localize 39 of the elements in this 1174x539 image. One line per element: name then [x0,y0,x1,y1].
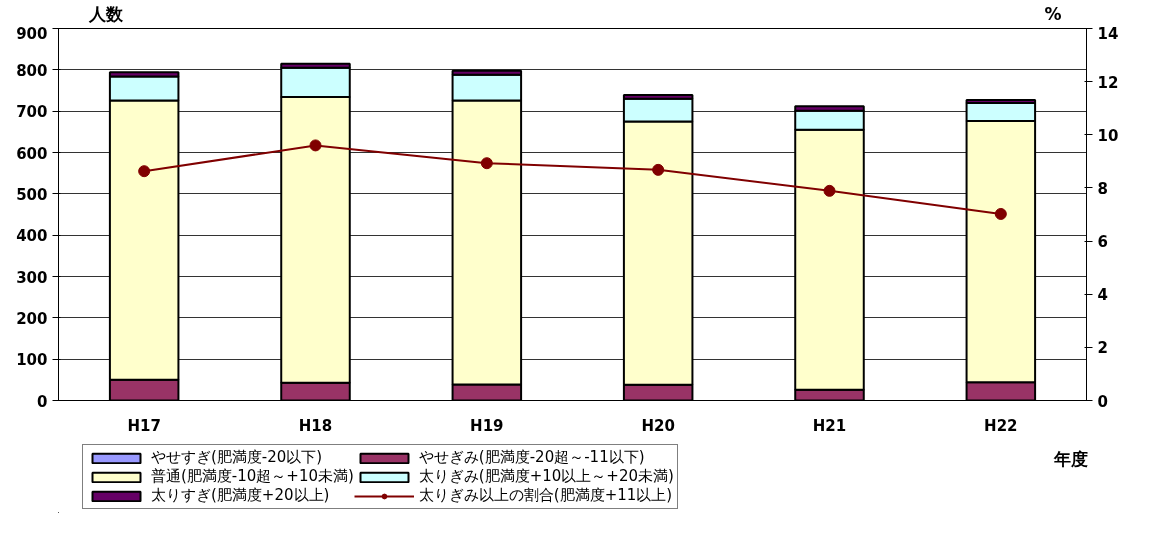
x-tick-label: H22 [984,416,1018,435]
y2-axis-title: % [1044,3,1062,24]
y-tick-label: 600 [16,144,48,163]
y-tick-label: 900 [16,24,48,43]
point [994,207,1007,220]
x-tick-label: H21 [812,416,847,435]
y-tick-label: 200 [16,309,48,328]
x-tick-label: H19 [470,416,504,435]
y2-tick-label: 12 [1097,73,1119,92]
legend-label: 太りぎみ以上の割合(肥満度+11以上) [418,486,673,505]
y2-tick-label: 4 [1097,286,1108,305]
y-tick-label: 800 [16,61,48,80]
y2-tick-label: 2 [1097,339,1108,358]
point [823,184,836,197]
y-tick-label: 400 [16,227,48,246]
point [138,165,151,178]
x-axis-title: 年度 [1052,448,1088,469]
y2-tick-label: 8 [1097,179,1108,198]
point [652,163,665,176]
y-tick-label: 300 [16,268,48,287]
y-tick-label: 0 [37,392,48,411]
x-tick-label: H17 [127,416,161,435]
legend-label: やせすぎ(肥満度-20以下) [151,448,323,467]
legend-label: 普通(肥満度-10超～+10未満) [151,467,354,486]
y-tick-label: 700 [16,103,48,122]
y-axis-title: 人数 [87,3,124,24]
y2-tick-label: 0 [1097,392,1108,411]
y2-tick-label: 6 [1097,233,1108,252]
x-tick-label: H20 [641,416,675,435]
legend-label: 太りぎみ(肥満度+10以上～+20未満) [418,467,674,486]
y2-tick-label: 10 [1097,126,1119,145]
y2-tick-label: 14 [1097,24,1119,43]
y-tick-label: 500 [16,185,48,204]
point [309,139,322,152]
y-tick-label: 100 [16,351,48,370]
legend-label: 太りすぎ(肥満度+20以上) [151,486,330,505]
x-tick-label: H18 [298,416,333,435]
legend-label: やせぎみ(肥満度-20超～-11以下) [418,448,645,467]
point [480,157,493,170]
